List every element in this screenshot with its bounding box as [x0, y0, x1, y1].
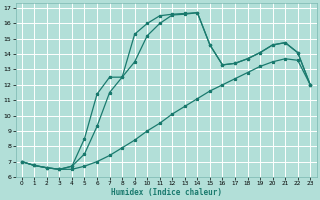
- X-axis label: Humidex (Indice chaleur): Humidex (Indice chaleur): [110, 188, 221, 197]
